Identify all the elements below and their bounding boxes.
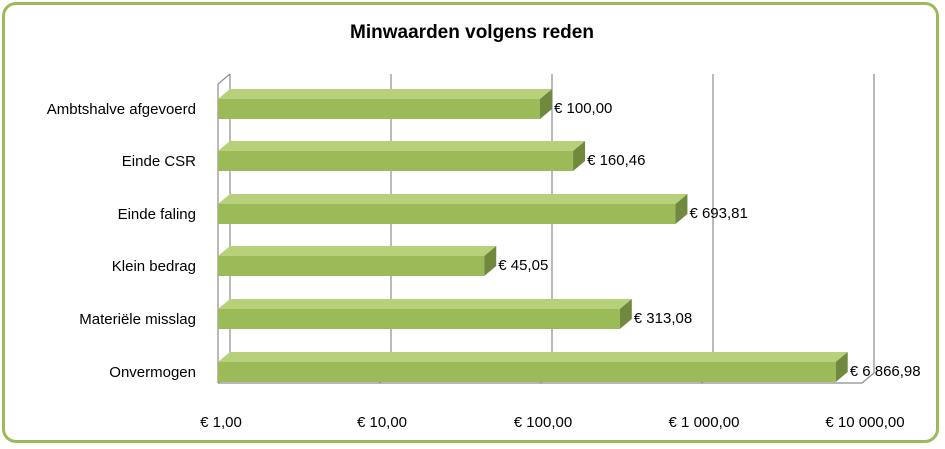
bar-top-2 (218, 194, 688, 204)
category-label-0: Ambtshalve afgevoerd (47, 101, 196, 118)
bar-side-2 (675, 194, 688, 224)
bar-0 (218, 89, 552, 119)
grid-layer (217, 73, 875, 384)
bar-side-0 (540, 89, 552, 119)
category-label-5: Onvermogen (109, 364, 196, 381)
category-label-4: Materiële misslag (79, 311, 196, 328)
bar-front-3 (218, 256, 485, 276)
bar-top-1 (218, 141, 586, 151)
tick-label-3: € 1 000,00 (669, 414, 740, 431)
bar-front-2 (218, 204, 676, 224)
bar-side-5 (835, 352, 848, 382)
bar-side-3 (484, 246, 497, 276)
bar-top-3 (218, 246, 497, 256)
chart-title: Minwaarden volgens reden (350, 22, 594, 43)
category-label-2: Einde faling (118, 206, 196, 223)
axis-top-edge (217, 73, 231, 85)
bar-1 (218, 141, 586, 171)
bar-front-1 (218, 151, 574, 171)
bar-side-4 (619, 299, 632, 329)
bar-3 (218, 246, 497, 276)
value-labels: € 100,00 € 160,46 € 693,81 € 45,05 € 313,08 €… (498, 100, 920, 380)
tick-label-4: € 10 000,00 (825, 414, 904, 431)
value-label-5: € 6 866,98 (850, 363, 921, 380)
tick-label-0: € 1,00 (200, 414, 242, 431)
value-label-2: € 693,81 (689, 205, 747, 222)
bar-top-4 (218, 299, 632, 309)
value-label-1: € 160,46 (587, 152, 645, 169)
category-label-1: Einde CSR (122, 153, 196, 170)
tick-labels: € 1,00 € 10,00 € 100,00 € 1 000,00 € 10 000,… (200, 414, 904, 431)
bar-layer (218, 89, 848, 382)
bar-side-1 (573, 141, 586, 171)
bar-top-5 (218, 352, 848, 362)
bar-front-4 (218, 309, 620, 329)
bar-4 (218, 299, 632, 329)
category-label-3: Klein bedrag (112, 258, 196, 275)
bar-2 (218, 194, 688, 224)
tick-label-2: € 100,00 (514, 414, 572, 431)
value-label-4: € 313,08 (634, 310, 692, 327)
gridline-foot-4 (861, 372, 875, 384)
bar-top-0 (218, 89, 552, 99)
tick-label-1: € 10,00 (357, 414, 407, 431)
value-label-0: € 100,00 (554, 100, 612, 117)
value-label-3: € 45,05 (498, 257, 548, 274)
category-labels: Ambtshalve afgevoerd Einde CSR Einde falin… (47, 101, 196, 381)
bar-front-5 (218, 362, 836, 382)
bar-front-0 (218, 99, 540, 119)
bar-5 (218, 352, 848, 382)
